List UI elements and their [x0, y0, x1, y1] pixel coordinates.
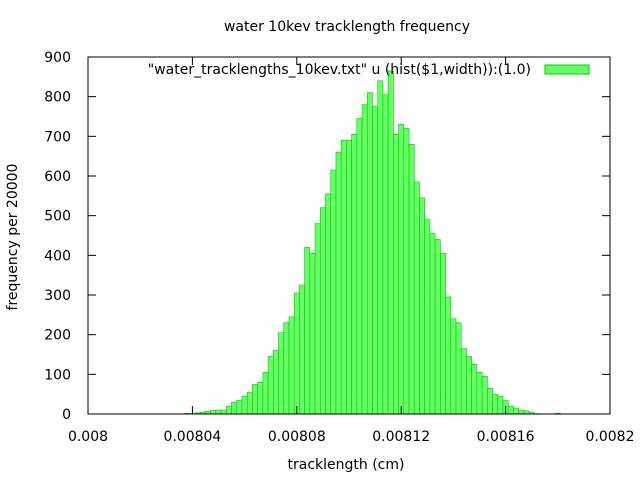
- histogram-bar: [314, 223, 321, 415]
- histogram-bar: [513, 407, 519, 415]
- histogram-bar: [487, 387, 493, 415]
- legend: "water_tracklengths_10kev.txt" u (hist($…: [148, 62, 590, 78]
- x-tick-label: 0.00808: [268, 429, 326, 445]
- histogram-bar: [299, 284, 305, 415]
- x-tick-label: 0.00812: [372, 429, 430, 445]
- y-tick-label: 800: [44, 90, 71, 106]
- histogram-bar: [361, 104, 368, 415]
- histogram-bar: [220, 409, 227, 415]
- histogram-bar: [518, 409, 525, 415]
- histogram-bar: [210, 410, 217, 415]
- histogram-bar: [262, 372, 269, 415]
- histogram-bar: [403, 128, 410, 415]
- plot-frame: [87, 56, 611, 415]
- y-tick-label: 600: [44, 169, 71, 185]
- histogram-bar: [340, 140, 347, 415]
- histogram-bar: [377, 80, 384, 415]
- histogram-bar: [440, 253, 446, 415]
- histogram-bar: [257, 381, 264, 415]
- y-tick-label: 500: [44, 209, 71, 225]
- histogram-bar: [372, 106, 379, 415]
- y-tick-label: 0: [62, 407, 71, 423]
- histogram-bar: [366, 92, 373, 415]
- histogram-bar: [309, 253, 316, 415]
- histogram-bar: [481, 376, 488, 415]
- y-tick-label: 700: [44, 129, 71, 145]
- histogram-bar: [434, 239, 441, 415]
- histogram-bar: [241, 395, 248, 415]
- plot-axes: 0 100 200 300 400 500 600 700 800 900 0.008 0.00804…: [44, 50, 634, 445]
- histogram-bar: [492, 393, 499, 415]
- histogram-bar: [346, 140, 352, 415]
- histogram-bar: [356, 118, 363, 415]
- histogram-bar: [231, 401, 238, 415]
- x-tick-label: 0.008: [68, 429, 108, 445]
- y-axis-label: frequency per 20000: [5, 164, 21, 311]
- histogram-bar: [408, 143, 415, 415]
- histogram-bar: [335, 151, 342, 415]
- histogram-bar: [325, 193, 332, 415]
- histogram-bar: [351, 134, 358, 415]
- histogram-bar: [293, 292, 300, 415]
- histogram-bar: [455, 322, 462, 415]
- histogram-bar: [226, 405, 232, 415]
- chart-title: water 10kev tracklength frequency: [224, 19, 470, 35]
- histogram-bar: [445, 296, 452, 415]
- histogram-bar: [413, 181, 420, 415]
- histogram-bar: [398, 124, 405, 415]
- histogram-bar: [288, 316, 295, 415]
- y-tick-label: 400: [44, 248, 71, 264]
- histogram-bar: [419, 197, 425, 415]
- histogram-bar: [429, 233, 436, 415]
- histogram-bar: [252, 383, 258, 415]
- histogram-bar: [460, 348, 467, 415]
- histogram-bar: [236, 399, 243, 415]
- histogram-bar: [267, 356, 274, 415]
- histogram-bar: [304, 247, 311, 415]
- x-tick-label: 0.00804: [163, 429, 221, 445]
- y-tick-label: 900: [44, 50, 71, 66]
- legend-label: "water_tracklengths_10kev.txt" u (hist($…: [148, 62, 531, 78]
- histogram-bar: [507, 405, 514, 415]
- histogram-bar: [471, 364, 478, 415]
- histogram-bar: [424, 219, 431, 415]
- x-axis-label: tracklength (cm): [288, 457, 405, 473]
- histogram-bar: [450, 318, 457, 415]
- histogram-bar: [246, 391, 253, 415]
- histogram-bar: [330, 169, 337, 415]
- x-tick-label: 0.0082: [586, 429, 635, 445]
- histogram-bar: [319, 207, 326, 415]
- histogram-bar: [273, 350, 279, 415]
- histogram-bar: [215, 409, 222, 415]
- y-tick-label: 100: [44, 367, 71, 383]
- y-tick-label: 200: [44, 328, 71, 344]
- histogram-bar: [387, 70, 394, 415]
- x-tick-label: 0.00816: [477, 429, 535, 445]
- histogram-bar: [393, 134, 399, 415]
- histogram-bar: [283, 322, 290, 415]
- histogram-bar: [497, 395, 504, 415]
- y-tick-label: 300: [44, 288, 71, 304]
- histogram-bar: [466, 356, 472, 415]
- histogram-bar: [476, 372, 483, 415]
- histogram-bar: [278, 332, 285, 415]
- histogram-bar: [382, 94, 389, 415]
- legend-swatch: [544, 64, 590, 75]
